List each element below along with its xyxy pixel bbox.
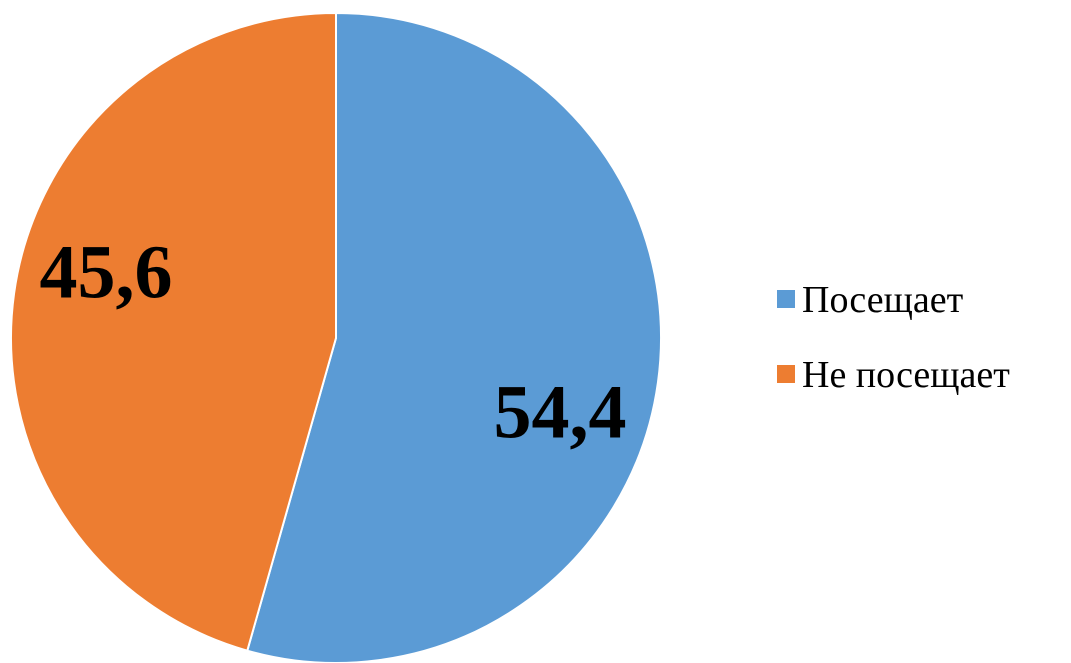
legend-label: Не посещает — [802, 354, 1010, 396]
legend: Посещает Не посещает — [777, 279, 1010, 396]
pie-slices — [10, 11, 663, 663]
legend-swatch — [777, 290, 795, 308]
legend-label: Посещает — [802, 279, 964, 321]
legend-swatch — [777, 365, 795, 383]
pie-slice-posesch — [246, 11, 663, 663]
legend-item-ne-posesch: Не посещает — [777, 354, 1010, 396]
data-label-ne-posesch: 45,6 — [40, 230, 173, 314]
pie-data-labels: 54,4 45,6 — [40, 230, 627, 454]
data-label-posesch: 54,4 — [494, 370, 627, 454]
legend-item-posesch: Посещает — [777, 279, 964, 321]
pie-slice-ne-posesch — [10, 11, 337, 652]
